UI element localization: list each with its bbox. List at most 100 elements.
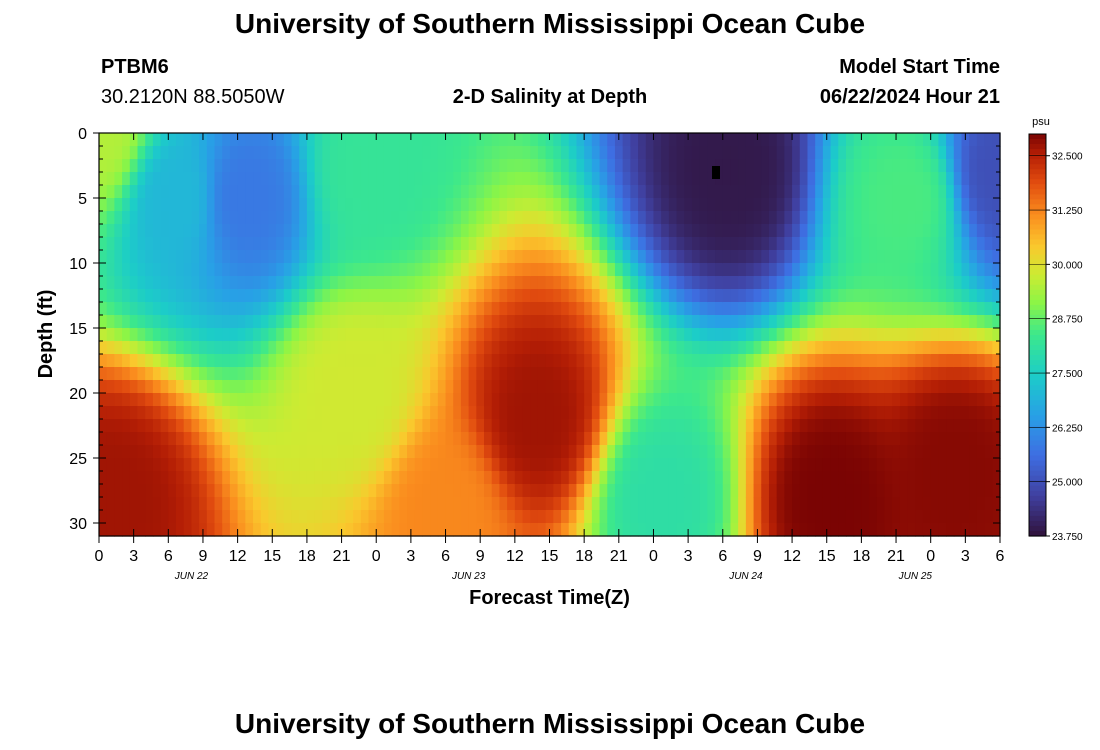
heatmap-cell [399, 302, 408, 316]
heatmap-cell [807, 432, 816, 446]
heatmap-cell [360, 237, 370, 251]
heatmap-cell [899, 510, 909, 524]
heatmap-cell [99, 367, 108, 381]
heatmap-cell [537, 367, 547, 381]
heatmap-cell [568, 185, 578, 199]
heatmap-cell [183, 419, 193, 433]
heatmap-cell [391, 250, 400, 264]
heatmap-cell [422, 523, 431, 537]
heatmap-cell [653, 237, 662, 251]
heatmap-cell [892, 328, 901, 342]
heatmap-cell [907, 172, 916, 186]
heatmap-cell [229, 419, 239, 433]
heatmap-cell [345, 263, 354, 277]
heatmap-cell [437, 250, 447, 264]
heatmap-cell [152, 211, 162, 225]
heatmap-cell [584, 354, 593, 368]
heatmap-cell [268, 276, 277, 290]
heatmap-cell [884, 237, 893, 251]
colorbar-segment [1029, 395, 1046, 401]
heatmap-cell [607, 224, 616, 238]
heatmap-cell [499, 289, 508, 303]
heatmap-cell [838, 419, 847, 433]
station-coords: 30.2120N 88.5050W [101, 86, 285, 108]
heatmap-cell [407, 172, 416, 186]
heatmap-cell [414, 458, 424, 472]
heatmap-cell [299, 302, 308, 316]
heatmap-cell [122, 250, 131, 264]
heatmap-cell [168, 458, 177, 472]
heatmap-cell [507, 289, 516, 303]
heatmap-cell [445, 510, 454, 524]
heatmap-cell [199, 484, 208, 498]
heatmap-cell [776, 302, 785, 316]
heatmap-cell [792, 224, 801, 238]
heatmap-cell [476, 367, 485, 381]
heatmap-cell [245, 523, 254, 537]
heatmap-cell [206, 484, 216, 498]
heatmap-cell [237, 510, 246, 524]
heatmap-cell [730, 263, 739, 277]
heatmap-cell [607, 510, 616, 524]
heatmap-cell [229, 471, 239, 485]
heatmap-cell [422, 172, 431, 186]
heatmap-cell [229, 328, 239, 342]
heatmap-cell [537, 471, 547, 485]
heatmap-cell [853, 276, 862, 290]
heatmap-cell [953, 133, 963, 147]
heatmap-cell [676, 250, 685, 264]
heatmap-cell [899, 289, 909, 303]
heatmap-cell [437, 354, 447, 368]
heatmap-cell [630, 146, 639, 160]
heatmap-cell [938, 497, 947, 511]
heatmap-cell [684, 380, 693, 394]
heatmap-cell [938, 354, 947, 368]
heatmap-cell [191, 198, 200, 212]
heatmap-cell [761, 198, 770, 212]
heatmap-cell [838, 237, 847, 251]
heatmap-cell [715, 263, 724, 277]
heatmap-cell [445, 484, 454, 498]
heatmap-cell [453, 406, 462, 420]
heatmap-cell [946, 380, 955, 394]
heatmap-cell [168, 146, 177, 160]
heatmap-cell [776, 458, 785, 472]
heatmap-cell [306, 341, 316, 355]
heatmap-cell [915, 185, 924, 199]
heatmap-cell [437, 185, 447, 199]
heatmap-cell [992, 146, 1001, 160]
heatmap-cell [784, 406, 793, 420]
heatmap-cell [168, 315, 177, 329]
heatmap-cell [922, 367, 932, 381]
heatmap-cell [676, 224, 685, 238]
colorbar-tick-label: 23.750 [1052, 532, 1083, 543]
heatmap-cell [337, 185, 347, 199]
colorbar-segment [1029, 234, 1046, 241]
heatmap-cell [576, 354, 585, 368]
heatmap-cell [206, 367, 216, 381]
heatmap-cell [545, 432, 554, 446]
heatmap-cell [961, 237, 970, 251]
heatmap-cell [283, 523, 293, 537]
heatmap-cell [845, 497, 855, 511]
heatmap-cell [830, 367, 839, 381]
heatmap-cell [314, 393, 323, 407]
heatmap-cell [445, 185, 454, 199]
heatmap-cell [553, 471, 562, 485]
heatmap-cell [414, 419, 424, 433]
heatmap-cell [638, 198, 647, 212]
heatmap-cell [537, 432, 547, 446]
heatmap-cell [299, 276, 308, 290]
heatmap-cell [691, 484, 701, 498]
heatmap-cell [106, 263, 115, 277]
date-label: JUN 25 [898, 571, 933, 582]
heatmap-cell [268, 367, 277, 381]
heatmap-cell [229, 302, 239, 316]
heatmap-cell [368, 419, 377, 433]
heatmap-cell [614, 471, 624, 485]
heatmap-cell [792, 159, 801, 173]
heatmap-cell [599, 185, 608, 199]
colorbar-segment [1029, 415, 1046, 422]
heatmap-cell [414, 276, 424, 290]
heatmap-cell [260, 523, 270, 537]
